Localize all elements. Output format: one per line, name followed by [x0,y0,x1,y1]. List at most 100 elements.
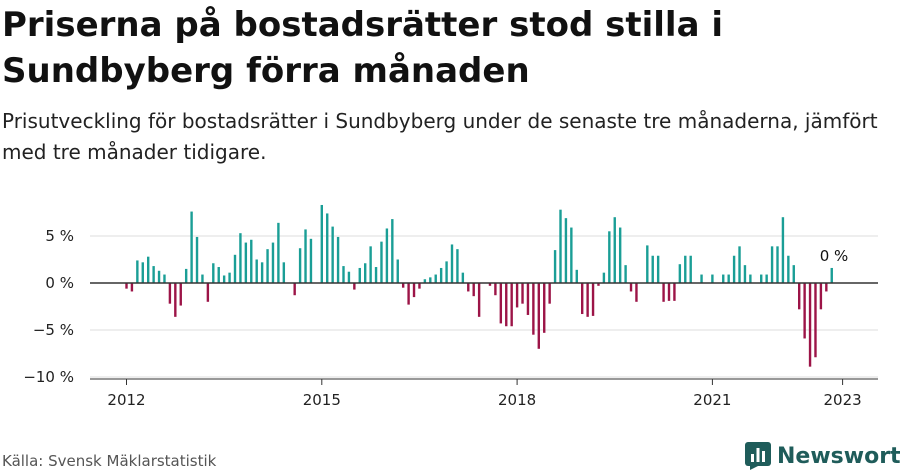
newsworthy-logo[interactable]: Newsworthy [745,440,900,472]
bar [250,239,253,283]
bar [347,271,351,283]
y-tick-label: 0 % [45,274,74,292]
bar [515,283,519,308]
bar [396,259,399,283]
last-value-annotation: 0 % [820,247,849,265]
bar [141,262,144,283]
bar [792,265,795,283]
bar [255,259,258,283]
bar [548,283,551,304]
bar [298,248,302,283]
y-tick-label: 5 % [45,227,74,245]
bar [477,283,481,317]
y-tick-label: −10 % [23,368,74,386]
bar [570,227,573,283]
bar [423,279,427,283]
bar [743,265,747,283]
bar [244,242,248,283]
bar [543,283,546,333]
bar [320,204,323,283]
bar [526,283,530,315]
bar [689,255,692,283]
bar [353,283,356,290]
bar [830,267,833,283]
bar [808,283,812,367]
x-tick-label: 2023 [824,391,862,409]
bar [770,246,774,283]
bar [635,283,638,302]
bar [608,231,611,283]
bar [125,283,128,289]
bar [787,255,790,283]
bar [700,274,703,283]
bar [152,266,155,283]
bar [667,283,671,301]
bar [646,245,649,283]
bar [749,274,752,283]
bar [825,283,828,292]
x-tick-label: 2012 [107,391,145,409]
bar [374,267,378,283]
bar [326,213,329,283]
bar [597,283,600,286]
bar [711,274,714,283]
bar [331,226,334,283]
bar [494,283,497,296]
bar [266,249,269,283]
bar [391,219,394,283]
bar [591,283,595,316]
bar [369,246,372,283]
bar [499,283,503,324]
tick-labels: 5 % 0 % −5 % −10 % 2012 2015 2018 2021 2023 [23,227,861,409]
source-note: Källa: Svensk Mäklarstatistik [2,452,217,470]
bar [732,255,736,283]
bar [364,263,367,283]
bar [651,255,654,283]
bar [277,222,280,283]
bar [401,283,405,288]
bar [581,283,584,315]
bar [781,217,785,283]
bar [673,283,676,301]
bar [434,274,437,283]
bar [559,209,562,283]
bar [282,262,286,283]
bar [201,274,204,283]
bar [271,242,275,283]
bar [380,241,383,283]
bar [179,283,182,306]
bar [684,255,687,283]
bar [136,260,139,283]
bar [819,283,823,310]
bar [239,233,242,283]
bar [418,283,421,289]
chart-title: Priserna på bostadsrätter stod stilla i … [2,5,724,91]
bar [602,272,606,283]
bar [738,246,741,283]
x-tick-label: 2015 [303,391,341,409]
bar [472,283,475,297]
bar [184,268,188,283]
axes [90,282,878,380]
y-tick-label: −5 % [33,321,74,339]
x-tick-label: 2018 [498,391,536,409]
bar [613,217,616,283]
bar [678,264,682,283]
bar [662,283,665,302]
bar [575,269,578,283]
brand-name: Newsworthy [777,443,900,469]
bar [260,262,264,283]
bar [629,283,633,292]
bar [439,267,443,283]
bar [798,283,801,310]
bar [445,261,448,283]
bar [814,283,817,358]
bar [803,283,806,339]
bar [222,275,226,283]
bar [586,283,589,317]
bar [195,236,199,283]
bar [727,274,730,283]
chart-subtitle: Prisutveckling för bostadsrätter i Sundb… [2,109,878,164]
bar-chart-icon [745,442,771,470]
